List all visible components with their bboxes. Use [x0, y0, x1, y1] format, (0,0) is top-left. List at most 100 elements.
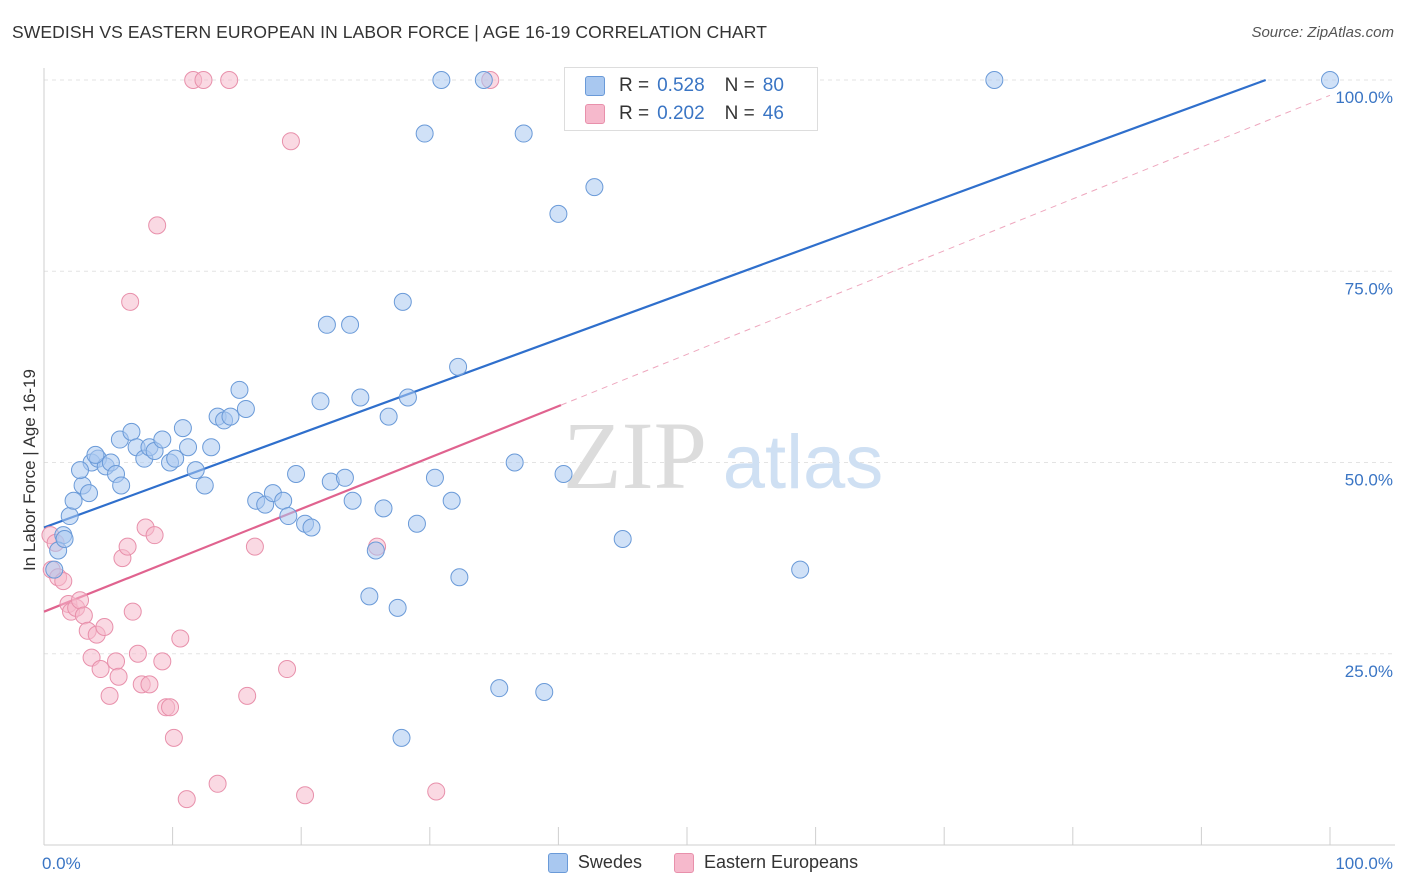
swedes-point[interactable]	[341, 315, 360, 334]
eastern-point[interactable]	[153, 652, 172, 671]
swedes-point[interactable]	[64, 491, 83, 510]
swedes-point[interactable]	[425, 468, 444, 487]
swedes-point[interactable]	[179, 438, 198, 457]
eastern-point[interactable]	[123, 602, 142, 621]
eastern-point[interactable]	[171, 629, 190, 648]
eastern-point[interactable]	[296, 786, 315, 805]
swedes-point[interactable]	[791, 560, 810, 579]
eastern-point[interactable]	[118, 537, 137, 556]
eastern-point[interactable]	[140, 675, 159, 694]
eastern-point[interactable]	[161, 698, 180, 717]
y-tick-label: 100.0%	[1335, 88, 1393, 107]
swedes-point[interactable]	[432, 71, 451, 89]
swedes-point[interactable]	[71, 461, 90, 480]
swedes-point[interactable]	[514, 124, 533, 143]
swedes-point[interactable]	[230, 380, 249, 399]
swedes-point[interactable]	[374, 499, 393, 518]
swedes-point[interactable]	[985, 71, 1004, 89]
eastern-point[interactable]	[128, 644, 147, 663]
eastern-point[interactable]	[107, 652, 126, 671]
swedes-point[interactable]	[535, 683, 554, 701]
swedes-point[interactable]	[613, 530, 632, 548]
legend-item-swedes[interactable]: Swedes	[547, 852, 642, 873]
swedes-point[interactable]	[388, 598, 407, 617]
swedes-point[interactable]	[153, 430, 172, 449]
swedes-point[interactable]	[490, 679, 509, 698]
swedes-point[interactable]	[195, 476, 214, 495]
swedes-point[interactable]	[287, 464, 306, 483]
swedes-point[interactable]	[302, 518, 321, 537]
swedes-point[interactable]	[221, 407, 240, 426]
eastern-point[interactable]	[71, 591, 90, 610]
swedes-point[interactable]	[186, 461, 205, 480]
swedes-point[interactable]	[554, 464, 573, 483]
legend-label: Eastern Europeans	[703, 852, 859, 872]
swedes-point[interactable]	[45, 560, 64, 579]
r-value: 0.202	[657, 103, 705, 124]
eastern-point[interactable]	[427, 782, 446, 801]
swedes-point[interactable]	[279, 507, 298, 526]
eastern-point[interactable]	[278, 660, 297, 679]
swedes-point[interactable]	[86, 445, 105, 464]
swedes-point[interactable]	[449, 357, 468, 376]
swedes-point[interactable]	[236, 399, 255, 418]
swedes-point[interactable]	[360, 587, 379, 606]
swedes-point[interactable]	[55, 530, 74, 548]
legend-item-eastern[interactable]: Eastern Europeans	[673, 852, 859, 873]
swedes-point[interactable]	[398, 388, 417, 407]
eastern-point[interactable]	[74, 606, 93, 625]
swedes-point[interactable]	[366, 541, 385, 560]
swedes-point[interactable]	[505, 453, 524, 472]
eastern-point[interactable]	[208, 774, 227, 793]
swedes-point[interactable]	[80, 484, 99, 503]
swedes-point[interactable]	[343, 491, 362, 510]
swedes-point[interactable]	[392, 728, 411, 747]
swedes-point[interactable]	[1321, 71, 1339, 89]
swedes-point[interactable]	[317, 315, 336, 334]
eastern-point[interactable]	[281, 132, 300, 151]
eastern-point[interactable]	[100, 686, 119, 705]
eastern-point[interactable]	[109, 667, 128, 686]
swedes-point[interactable]	[122, 422, 141, 441]
swedes-point[interactable]	[442, 491, 461, 510]
swedes-point[interactable]	[585, 178, 604, 197]
swedes-point[interactable]	[415, 124, 434, 143]
eastern-point[interactable]	[245, 537, 264, 556]
swedes-point[interactable]	[166, 449, 185, 468]
eastern-point[interactable]	[91, 660, 110, 679]
swedes-point[interactable]	[311, 392, 330, 411]
swedes-point[interactable]	[549, 204, 568, 223]
swedes-point[interactable]	[407, 514, 426, 533]
swedes-point[interactable]	[379, 407, 398, 426]
r-label: R =	[619, 75, 650, 96]
eastern-point[interactable]	[145, 526, 164, 545]
swedes-point[interactable]	[274, 491, 293, 510]
swedes-swatch	[585, 76, 605, 96]
swedes-point[interactable]	[202, 438, 221, 457]
source-label: Source: ZipAtlas.com	[1251, 24, 1394, 41]
swedes-point[interactable]	[60, 507, 79, 526]
eastern-point[interactable]	[121, 292, 140, 311]
eastern-point[interactable]	[164, 728, 183, 747]
swedes-point[interactable]	[351, 388, 370, 407]
swedes-point[interactable]	[112, 476, 131, 495]
swedes-point[interactable]	[474, 71, 493, 89]
eastern-point[interactable]	[95, 617, 114, 636]
eastern-point[interactable]	[177, 790, 196, 809]
swedes-swatch	[547, 852, 568, 873]
swedes-point[interactable]	[335, 468, 354, 487]
y-tick-label: 75.0%	[1345, 279, 1393, 298]
swedes-point[interactable]	[173, 419, 192, 438]
y-tick-label: 50.0%	[1345, 471, 1393, 490]
eastern-swatch	[585, 104, 605, 124]
chart-title: SWEDISH VS EASTERN EUROPEAN IN LABOR FOR…	[12, 22, 768, 42]
eastern-point[interactable]	[194, 71, 213, 89]
swedes-point[interactable]	[450, 568, 469, 587]
eastern-point[interactable]	[220, 71, 239, 89]
watermark: ZIP atlas	[563, 402, 883, 509]
eastern-point[interactable]	[148, 216, 167, 235]
swedes-trend-line	[43, 78, 1267, 529]
swedes-point[interactable]	[393, 292, 412, 311]
n-value: 80	[762, 75, 784, 96]
eastern-point[interactable]	[238, 686, 257, 705]
